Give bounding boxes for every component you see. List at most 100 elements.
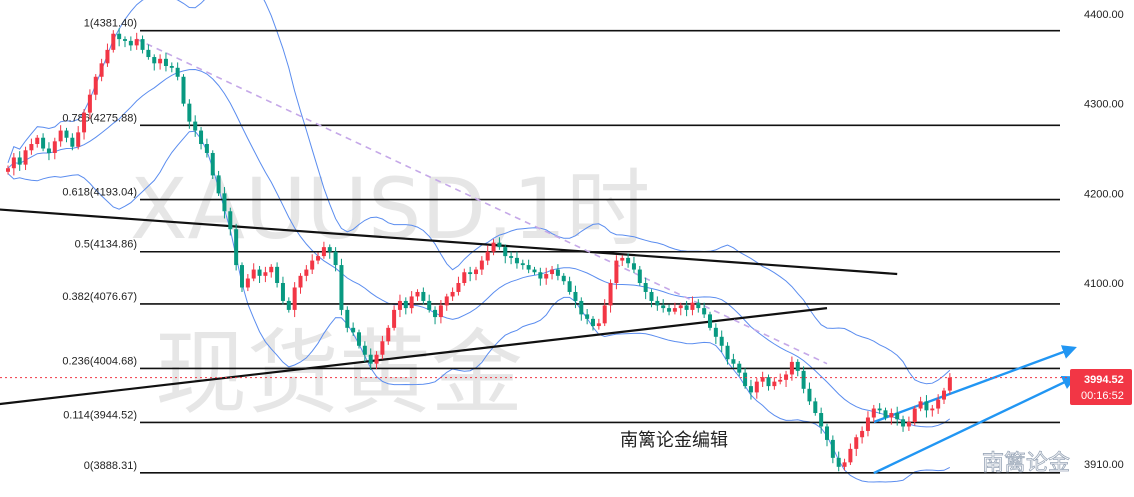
candle-body xyxy=(848,448,853,463)
candle-body xyxy=(573,291,578,301)
candle-body xyxy=(813,401,818,414)
candle-body xyxy=(585,314,590,319)
candle-body xyxy=(766,377,771,387)
candle-body xyxy=(871,408,876,418)
candle-body xyxy=(345,309,350,328)
candle-body xyxy=(368,354,373,364)
candle-body xyxy=(690,302,695,310)
candle-body xyxy=(760,377,765,382)
candle-body xyxy=(865,417,870,431)
candle-body xyxy=(187,103,192,122)
fib-level-label: 0.382(4076.67) xyxy=(62,291,137,303)
candle-body xyxy=(889,413,894,418)
candle-body xyxy=(292,287,297,310)
candle-body xyxy=(561,275,566,282)
candle-body xyxy=(433,309,438,318)
candle-body xyxy=(538,272,543,279)
candle-body xyxy=(655,300,660,306)
candle-body xyxy=(403,300,408,309)
channel-arrow-line xyxy=(873,376,1077,475)
candle-body xyxy=(421,291,426,301)
candle-body xyxy=(462,272,467,283)
candle-body xyxy=(550,269,555,275)
candle-body xyxy=(199,130,204,145)
corner-watermark: 南篱论金 xyxy=(982,451,1070,476)
candle-body xyxy=(772,381,777,387)
candle-body xyxy=(479,260,484,270)
candle-body xyxy=(608,283,613,306)
candle-body xyxy=(316,256,321,261)
candle-body xyxy=(280,283,285,301)
candle-body xyxy=(503,247,508,257)
candle-body xyxy=(667,308,672,312)
candle-body xyxy=(240,265,244,288)
candle-body xyxy=(637,269,642,283)
price-axis[interactable]: 4400.00 4300.00 4200.00 4100.00 3910.00 xyxy=(1084,9,1124,471)
candle-body xyxy=(35,137,40,145)
candle-body xyxy=(830,439,835,458)
candle-body xyxy=(485,251,490,261)
candle-body xyxy=(649,291,654,301)
candle-body xyxy=(731,359,736,364)
candle-body xyxy=(123,39,127,41)
candle-body xyxy=(737,363,742,373)
candle-body xyxy=(532,269,537,273)
candle-body xyxy=(842,462,847,467)
candle-body xyxy=(795,361,800,371)
candle-body xyxy=(357,332,361,346)
candle-body xyxy=(216,175,221,194)
candle-body xyxy=(789,361,794,375)
fib-level-label: 1(4381.40) xyxy=(84,18,137,30)
candle-body xyxy=(936,399,941,409)
price-axis-tick-label: 4400.00 xyxy=(1084,9,1124,21)
candle-body xyxy=(614,260,619,283)
candle-body xyxy=(906,421,911,427)
trendline xyxy=(0,307,828,406)
candle-body xyxy=(444,296,449,306)
candle-body xyxy=(333,251,338,266)
candle-body xyxy=(514,257,519,264)
bollinger-upper-band xyxy=(7,0,951,385)
candle-body xyxy=(678,305,683,309)
candle-body xyxy=(643,283,648,292)
candle-body xyxy=(117,33,122,40)
candle-body xyxy=(520,263,525,266)
candle-body xyxy=(918,401,923,409)
candle-body xyxy=(163,58,168,67)
fib-level-label: 0.114(3944.52) xyxy=(63,409,137,421)
candle-body xyxy=(245,278,250,288)
trend-drawings[interactable] xyxy=(0,38,1077,475)
candle-body xyxy=(6,168,10,172)
candle-body xyxy=(713,327,718,337)
candle-body xyxy=(725,345,730,360)
candle-body xyxy=(474,269,478,275)
candle-body xyxy=(222,193,227,212)
candle-body xyxy=(111,33,116,50)
candle-body xyxy=(702,308,707,315)
candle-body xyxy=(380,341,385,355)
candle-body xyxy=(128,40,133,46)
candle-body xyxy=(327,247,332,252)
candle-body xyxy=(491,242,496,252)
candle-body xyxy=(134,39,139,46)
candle-body xyxy=(509,256,514,258)
candle-body xyxy=(228,211,233,230)
candle-body xyxy=(310,260,315,270)
candle-body xyxy=(719,336,724,346)
price-axis-tick-label: 4200.00 xyxy=(1084,188,1124,200)
candle-body xyxy=(450,291,455,297)
candle-body xyxy=(17,157,22,165)
candle-body xyxy=(76,132,81,147)
candle-body xyxy=(175,67,180,77)
candle-body xyxy=(415,291,420,297)
trendline xyxy=(0,208,898,276)
candle-body xyxy=(193,121,198,131)
candle-body xyxy=(696,302,701,309)
candle-body xyxy=(321,247,326,257)
price-badge-countdown: 00:16:52 xyxy=(1081,390,1124,402)
candle-body xyxy=(58,130,63,142)
candle-body xyxy=(602,305,607,324)
candle-body xyxy=(591,318,595,327)
